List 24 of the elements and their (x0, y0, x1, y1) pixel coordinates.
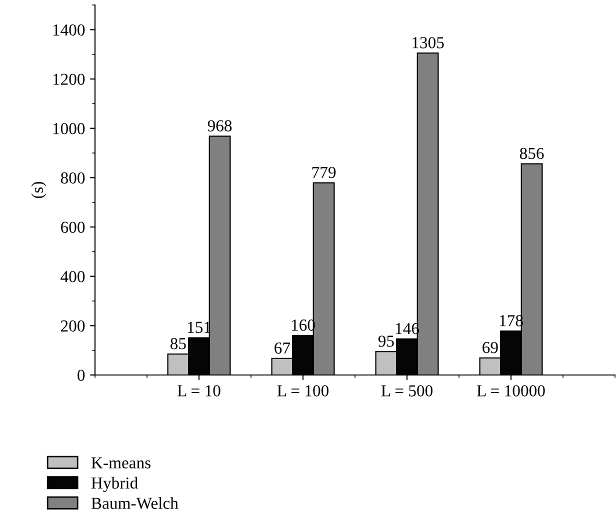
x-tick-label: L = 100 (277, 385, 329, 396)
y-axis-title: (s) (31, 182, 46, 198)
y-tick-label: 400 (60, 271, 85, 282)
x-tick-label: L = 10000 (477, 385, 545, 396)
data-label: 856 (520, 148, 544, 160)
legend-label: Baum-Welch (91, 497, 178, 509)
data-label: 69 (482, 342, 498, 354)
legend-label: K-means (91, 457, 150, 468)
x-tick-label: L = 10 (178, 385, 220, 396)
data-label: 85 (170, 338, 186, 350)
data-label: 968 (208, 120, 232, 132)
y-tick-label: 1400 (53, 24, 85, 36)
data-label: 1305 (412, 37, 444, 48)
y-tick-label: 1200 (53, 74, 85, 85)
data-label: 95 (378, 336, 394, 347)
y-tick-label: 600 (60, 222, 85, 233)
y-tick-label: 0 (78, 370, 85, 381)
y-tick-label: 800 (60, 172, 85, 184)
y-tick-label: 200 (61, 320, 85, 332)
y-tick-label: 1000 (53, 123, 85, 134)
data-label: 67 (274, 342, 290, 354)
x-tick-label: L = 500 (381, 385, 433, 396)
legend-label: Hybrid (91, 476, 138, 492)
data-label: 779 (312, 166, 336, 178)
